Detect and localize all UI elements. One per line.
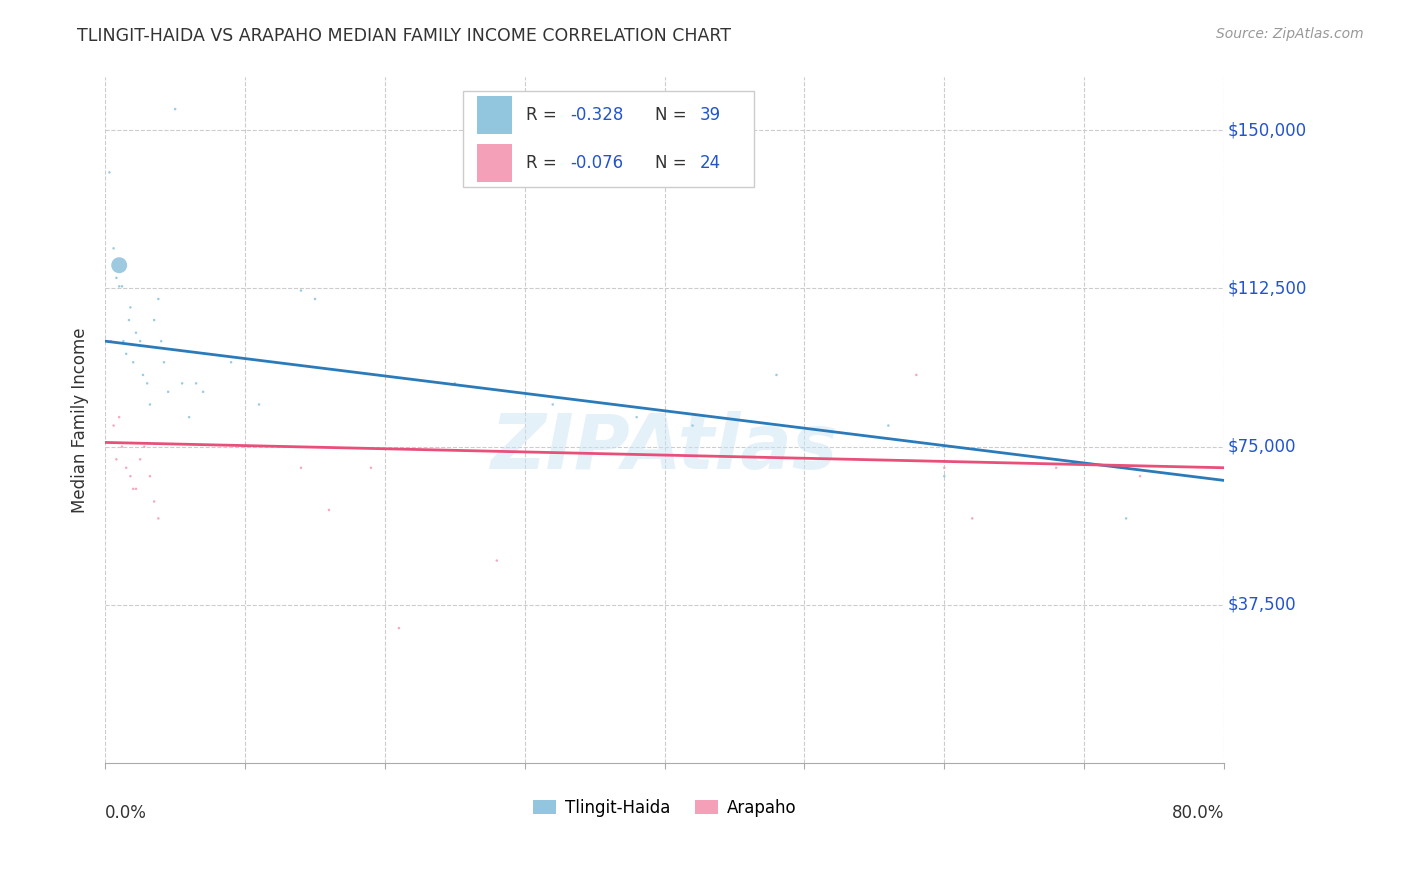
Legend: Tlingit-Haida, Arapaho: Tlingit-Haida, Arapaho bbox=[526, 792, 803, 823]
Text: 0.0%: 0.0% bbox=[105, 805, 148, 822]
Point bbox=[318, 503, 340, 517]
Point bbox=[122, 482, 145, 496]
Point bbox=[153, 355, 176, 369]
Point bbox=[100, 334, 122, 348]
Point bbox=[118, 313, 141, 327]
Point bbox=[105, 271, 128, 285]
Point bbox=[184, 376, 207, 391]
Text: ZIPAtlas: ZIPAtlas bbox=[491, 410, 838, 484]
Point bbox=[626, 410, 648, 425]
Text: N =: N = bbox=[655, 154, 692, 172]
Text: -0.076: -0.076 bbox=[571, 154, 624, 172]
Point bbox=[103, 418, 125, 433]
Point bbox=[1129, 469, 1152, 483]
Point bbox=[115, 460, 138, 475]
Point bbox=[143, 313, 166, 327]
Point bbox=[165, 102, 187, 116]
Point bbox=[143, 494, 166, 508]
FancyBboxPatch shape bbox=[477, 145, 512, 182]
Point bbox=[247, 397, 270, 411]
Point bbox=[120, 301, 142, 315]
Point bbox=[682, 418, 704, 433]
Point bbox=[120, 469, 142, 483]
Point bbox=[150, 334, 173, 348]
Point bbox=[304, 292, 326, 306]
Point bbox=[388, 621, 411, 635]
Text: 24: 24 bbox=[699, 154, 720, 172]
Text: N =: N = bbox=[655, 106, 692, 124]
Point bbox=[290, 460, 312, 475]
Point bbox=[191, 384, 214, 399]
Point bbox=[765, 368, 787, 382]
Point bbox=[1115, 511, 1137, 525]
Point bbox=[877, 418, 900, 433]
Point bbox=[179, 410, 201, 425]
Text: 80.0%: 80.0% bbox=[1171, 805, 1225, 822]
Point bbox=[962, 511, 984, 525]
Point bbox=[934, 469, 956, 483]
Point bbox=[905, 368, 928, 382]
Text: R =: R = bbox=[526, 106, 562, 124]
Text: Source: ZipAtlas.com: Source: ZipAtlas.com bbox=[1216, 27, 1364, 41]
Point bbox=[139, 397, 162, 411]
Point bbox=[111, 440, 134, 454]
Point bbox=[103, 241, 125, 255]
FancyBboxPatch shape bbox=[463, 91, 754, 187]
Point bbox=[541, 397, 564, 411]
Point bbox=[115, 347, 138, 361]
Point bbox=[108, 258, 131, 272]
Point bbox=[934, 460, 956, 475]
Text: $37,500: $37,500 bbox=[1227, 596, 1296, 614]
Text: $112,500: $112,500 bbox=[1227, 279, 1306, 297]
Text: TLINGIT-HAIDA VS ARAPAHO MEDIAN FAMILY INCOME CORRELATION CHART: TLINGIT-HAIDA VS ARAPAHO MEDIAN FAMILY I… bbox=[77, 27, 731, 45]
Text: $75,000: $75,000 bbox=[1227, 438, 1296, 456]
Point bbox=[125, 482, 148, 496]
Point bbox=[125, 326, 148, 340]
Point bbox=[172, 376, 194, 391]
Point bbox=[98, 165, 121, 179]
Point bbox=[122, 355, 145, 369]
Point bbox=[111, 279, 134, 293]
Point bbox=[148, 292, 170, 306]
Point bbox=[485, 553, 508, 567]
Point bbox=[1045, 452, 1067, 467]
Point bbox=[290, 284, 312, 298]
Point bbox=[105, 452, 128, 467]
Point bbox=[219, 355, 242, 369]
Point bbox=[136, 376, 159, 391]
Point bbox=[108, 410, 131, 425]
Text: $150,000: $150,000 bbox=[1227, 121, 1306, 139]
Point bbox=[129, 452, 152, 467]
Text: -0.328: -0.328 bbox=[571, 106, 624, 124]
Point bbox=[134, 440, 156, 454]
Point bbox=[129, 334, 152, 348]
Point bbox=[139, 469, 162, 483]
Y-axis label: Median Family Income: Median Family Income bbox=[72, 327, 89, 513]
Point bbox=[148, 511, 170, 525]
Point bbox=[360, 460, 382, 475]
Point bbox=[157, 384, 180, 399]
FancyBboxPatch shape bbox=[477, 96, 512, 134]
Point bbox=[112, 334, 135, 348]
Point bbox=[132, 368, 155, 382]
Text: R =: R = bbox=[526, 154, 562, 172]
Text: 39: 39 bbox=[699, 106, 720, 124]
Point bbox=[108, 279, 131, 293]
Point bbox=[443, 376, 465, 391]
Point bbox=[1045, 460, 1067, 475]
